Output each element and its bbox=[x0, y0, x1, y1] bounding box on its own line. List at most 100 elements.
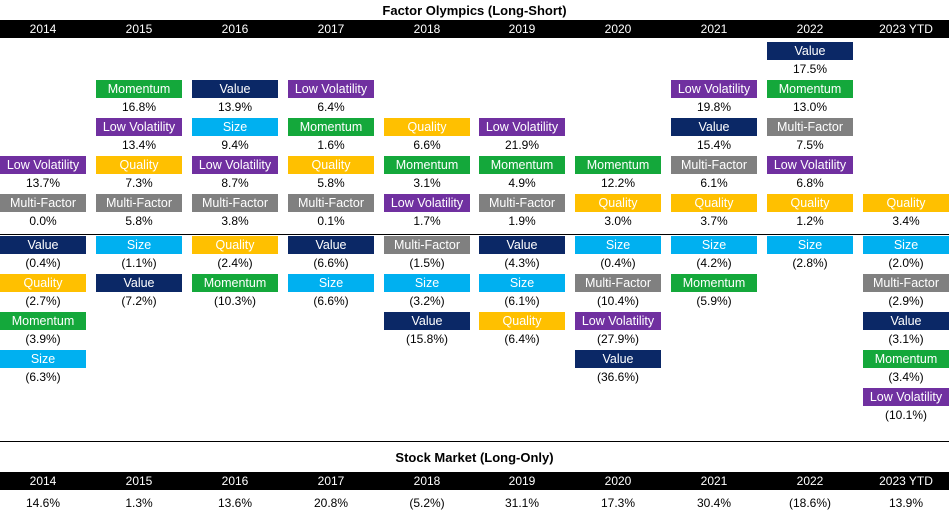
factor-return: (1.5%) bbox=[409, 256, 445, 270]
market-year-label-2023-ytd: 2023 YTD bbox=[879, 474, 933, 488]
factor-label: Quality bbox=[479, 312, 565, 330]
factor-tile-value: Value (0.4%) bbox=[0, 236, 86, 270]
factor-tile-quality: Quality (6.4%) bbox=[479, 312, 565, 346]
factor-return: (4.3%) bbox=[504, 256, 540, 270]
factor-label: Value bbox=[575, 350, 661, 368]
factor-label: Value bbox=[192, 80, 278, 98]
factor-tile-low-volatility: Low Volatility (10.1%) bbox=[863, 388, 949, 422]
factor-label: Low Volatility bbox=[0, 156, 86, 174]
factor-label: Size bbox=[192, 118, 278, 136]
factor-return: (5.9%) bbox=[696, 294, 732, 308]
factor-tile-multi-factor: Multi-Factor 0.1% bbox=[288, 194, 374, 228]
market-return-2017: 20.8% bbox=[313, 496, 349, 510]
factor-tile-value: Value 13.9% bbox=[192, 80, 278, 114]
market-return-2018: (5.2%) bbox=[409, 496, 445, 510]
factor-label: Size bbox=[863, 236, 949, 254]
factor-label: Multi-Factor bbox=[384, 236, 470, 254]
factor-tile-multi-factor: Multi-Factor (1.5%) bbox=[384, 236, 470, 270]
factor-label: Value bbox=[767, 42, 853, 60]
factor-label: Multi-Factor bbox=[96, 194, 182, 212]
factor-return: 16.8% bbox=[121, 100, 157, 114]
factor-return: 1.6% bbox=[317, 138, 345, 152]
market-return-2020: 17.3% bbox=[600, 496, 636, 510]
factor-label: Low Volatility bbox=[767, 156, 853, 174]
factor-label: Size bbox=[96, 236, 182, 254]
factor-return: 4.9% bbox=[508, 176, 536, 190]
year-label-2019: 2019 bbox=[508, 22, 536, 36]
market-year-label-2019: 2019 bbox=[508, 474, 536, 488]
factor-tile-value: Value (3.1%) bbox=[863, 312, 949, 346]
factor-label: Momentum bbox=[671, 274, 757, 292]
factor-label: Momentum bbox=[288, 118, 374, 136]
factor-return: (3.9%) bbox=[25, 332, 61, 346]
factor-tile-quality: Quality 6.6% bbox=[384, 118, 470, 152]
stock-market-title: Stock Market (Long-Only) bbox=[395, 450, 554, 465]
factor-tile-low-volatility: Low Volatility 13.4% bbox=[96, 118, 182, 152]
factor-tile-size: Size (4.2%) bbox=[671, 236, 757, 270]
factor-return: (2.8%) bbox=[792, 256, 828, 270]
factor-return: (7.2%) bbox=[121, 294, 157, 308]
factor-tile-size: Size (0.4%) bbox=[575, 236, 661, 270]
factor-tile-value: Value (36.6%) bbox=[575, 350, 661, 384]
factor-label: Low Volatility bbox=[575, 312, 661, 330]
factor-tile-momentum: Momentum (10.3%) bbox=[192, 274, 278, 308]
factor-label: Quality bbox=[0, 274, 86, 292]
factor-return: (6.3%) bbox=[25, 370, 61, 384]
factor-label: Value bbox=[671, 118, 757, 136]
factor-label: Quality bbox=[767, 194, 853, 212]
factor-tile-value: Value (6.6%) bbox=[288, 236, 374, 270]
factor-return: (2.9%) bbox=[888, 294, 924, 308]
market-year-label-2016: 2016 bbox=[221, 474, 249, 488]
year-label-2023-ytd: 2023 YTD bbox=[879, 22, 933, 36]
factor-label: Low Volatility bbox=[192, 156, 278, 174]
factor-return: (6.6%) bbox=[313, 256, 349, 270]
factor-return: (2.7%) bbox=[25, 294, 61, 308]
factor-return: (1.1%) bbox=[121, 256, 157, 270]
factor-return: 1.7% bbox=[413, 214, 441, 228]
factor-label: Momentum bbox=[479, 156, 565, 174]
factor-tile-quality: Quality 3.0% bbox=[575, 194, 661, 228]
factor-label: Value bbox=[384, 312, 470, 330]
factor-label: Low Volatility bbox=[863, 388, 949, 406]
zero-divider bbox=[0, 234, 949, 235]
factor-label: Size bbox=[384, 274, 470, 292]
factor-label: Multi-Factor bbox=[192, 194, 278, 212]
factor-label: Multi-Factor bbox=[671, 156, 757, 174]
factor-return: 3.8% bbox=[221, 214, 249, 228]
factor-tile-value: Value 17.5% bbox=[767, 42, 853, 76]
factor-tile-quality: Quality (2.4%) bbox=[192, 236, 278, 270]
factor-return: (10.1%) bbox=[884, 408, 928, 422]
market-return-2015: 1.3% bbox=[125, 496, 153, 510]
factor-return: 13.9% bbox=[217, 100, 253, 114]
factor-tile-low-volatility: Low Volatility 6.4% bbox=[288, 80, 374, 114]
factor-return: 7.5% bbox=[796, 138, 824, 152]
factor-return: 0.0% bbox=[29, 214, 57, 228]
factor-return: 15.4% bbox=[696, 138, 732, 152]
factor-return: (6.4%) bbox=[504, 332, 540, 346]
factor-return: 6.8% bbox=[796, 176, 824, 190]
factor-label: Low Volatility bbox=[288, 80, 374, 98]
factor-return: (0.4%) bbox=[25, 256, 61, 270]
factor-tile-quality: Quality 3.4% bbox=[863, 194, 949, 228]
year-label-2020: 2020 bbox=[604, 22, 632, 36]
factor-label: Low Volatility bbox=[384, 194, 470, 212]
market-return-2016: 13.6% bbox=[217, 496, 253, 510]
factor-return: 6.4% bbox=[317, 100, 345, 114]
factor-return: 3.7% bbox=[700, 214, 728, 228]
factor-label: Value bbox=[96, 274, 182, 292]
year-label-2017: 2017 bbox=[317, 22, 345, 36]
factor-return: (6.6%) bbox=[313, 294, 349, 308]
market-year-label-2017: 2017 bbox=[317, 474, 345, 488]
factor-return: (0.4%) bbox=[600, 256, 636, 270]
factor-label: Low Volatility bbox=[96, 118, 182, 136]
factor-tile-value: Value 15.4% bbox=[671, 118, 757, 152]
factor-tile-multi-factor: Multi-Factor (10.4%) bbox=[575, 274, 661, 308]
chart-title: Factor Olympics (Long-Short) bbox=[382, 3, 567, 18]
market-year-label-2021: 2021 bbox=[700, 474, 728, 488]
factor-tile-quality: Quality 1.2% bbox=[767, 194, 853, 228]
factor-return: 21.9% bbox=[504, 138, 540, 152]
factor-tile-low-volatility: Low Volatility 19.8% bbox=[671, 80, 757, 114]
factor-tile-low-volatility: Low Volatility (27.9%) bbox=[575, 312, 661, 346]
factor-label: Quality bbox=[671, 194, 757, 212]
factor-return: (27.9%) bbox=[596, 332, 640, 346]
